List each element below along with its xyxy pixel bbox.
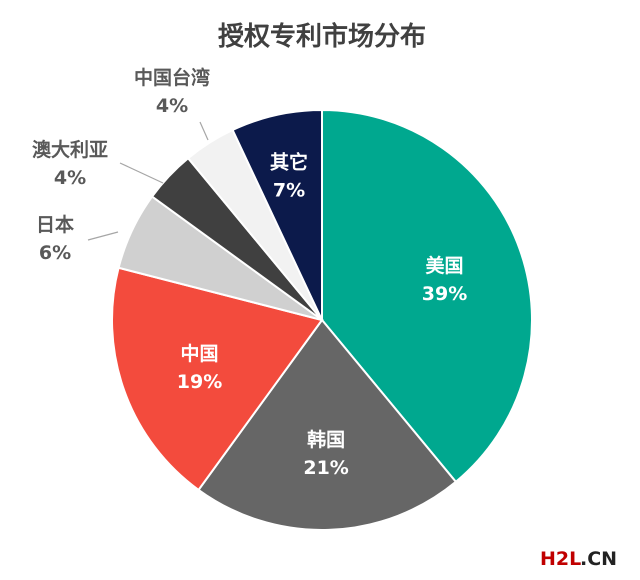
leader-lines	[87, 121, 209, 241]
slice-中国	[111, 266, 324, 492]
slice-label: 中国台湾	[134, 66, 210, 89]
watermark-cn: .CN	[580, 548, 617, 570]
slice-美国	[321, 108, 533, 484]
slice-label: 澳大利亚	[32, 138, 108, 161]
slice-value-label: 4%	[54, 167, 86, 189]
slice-value-label: 7%	[273, 179, 305, 201]
slice-value-label: 6%	[39, 242, 71, 264]
slice-labels: 美国 39% 韩国 21% 中国 19% 日本 6% 澳大利亚 4% 中国台湾 4% 其它 7%	[32, 66, 467, 479]
slice-value-label: 21%	[303, 457, 348, 479]
slice-value-label: 39%	[422, 283, 467, 305]
slice-label: 美国	[425, 254, 463, 277]
slice-其它	[231, 108, 323, 321]
leader-line-澳大利亚	[119, 162, 164, 184]
slice-label: 中国	[180, 342, 218, 365]
watermark: H2L .CN	[540, 548, 617, 570]
chart-title: 授权专利市场分布	[218, 21, 426, 52]
pie-slices	[111, 108, 533, 531]
slice-value-label: 4%	[156, 95, 188, 117]
slice-label: 韩国	[307, 428, 345, 451]
slice-韩国	[197, 318, 458, 531]
leader-line-日本	[87, 231, 119, 241]
slice-value-label: 19%	[177, 371, 222, 393]
slice-label: 其它	[270, 150, 308, 173]
leader-line-中国台湾	[199, 121, 209, 141]
slice-label: 日本	[36, 213, 74, 236]
watermark-h2l: H2L	[540, 548, 581, 570]
